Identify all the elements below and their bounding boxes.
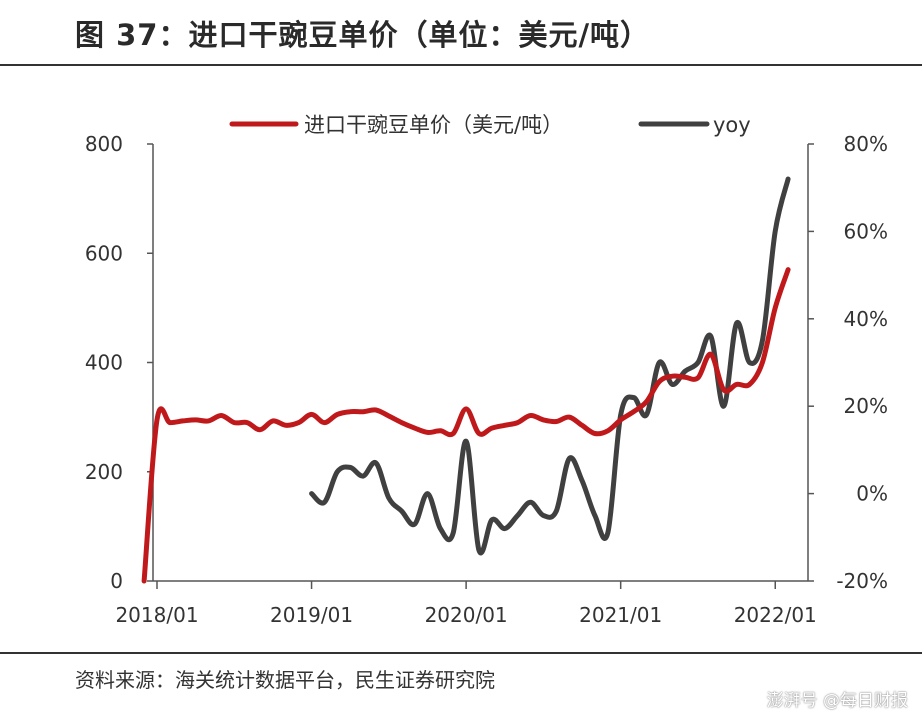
y-left-tick-label: 600	[85, 241, 123, 265]
y-right-tick-label: 20%	[844, 394, 888, 418]
watermark: 澎湃号 @每日财报	[766, 691, 908, 711]
y-right-tick-label: 0%	[856, 482, 888, 506]
x-tick-label: 2021/01	[579, 603, 662, 627]
x-tick-label: 2018/01	[115, 603, 198, 627]
x-tick-label: 2022/01	[734, 603, 817, 627]
bottom-divider	[0, 652, 922, 654]
series-lines	[141, 176, 791, 584]
y-right-tick-label: 80%	[844, 132, 888, 156]
source-note: 资料来源：海关统计数据平台，民生证券研究院	[75, 668, 495, 692]
series-line-yoy	[309, 176, 791, 556]
y-left-tick-label: 200	[85, 460, 123, 484]
x-tick-label: 2019/01	[270, 603, 353, 627]
chart: 进口干豌豆单价（美元/吨） yoy 0 200 400 600 800 -20% 0% 20%…	[85, 113, 888, 627]
axes: 0 200 400 600 800 -20% 0% 20% 40% 60% 80% 2018/01 20…	[85, 132, 888, 627]
y-left-tick-label: 800	[85, 132, 123, 156]
y-left-tick-label: 400	[85, 351, 123, 375]
y-right-tick-label: 60%	[844, 219, 888, 243]
legend: 进口干豌豆单价（美元/吨） yoy	[229, 113, 751, 137]
y-left-tick-label: 0	[110, 569, 123, 593]
legend-label-price: 进口干豌豆单价（美元/吨）	[304, 113, 563, 137]
x-tick-label: 2020/01	[425, 603, 508, 627]
y-right-tick-label: 40%	[844, 307, 888, 331]
series-line-price	[141, 267, 791, 584]
top-divider	[0, 64, 922, 66]
y-right-tick-label: -20%	[836, 569, 888, 593]
chart-title: 图 37：进口干豌豆单价（单位：美元/吨）	[75, 18, 651, 52]
legend-label-yoy: yoy	[713, 113, 751, 137]
